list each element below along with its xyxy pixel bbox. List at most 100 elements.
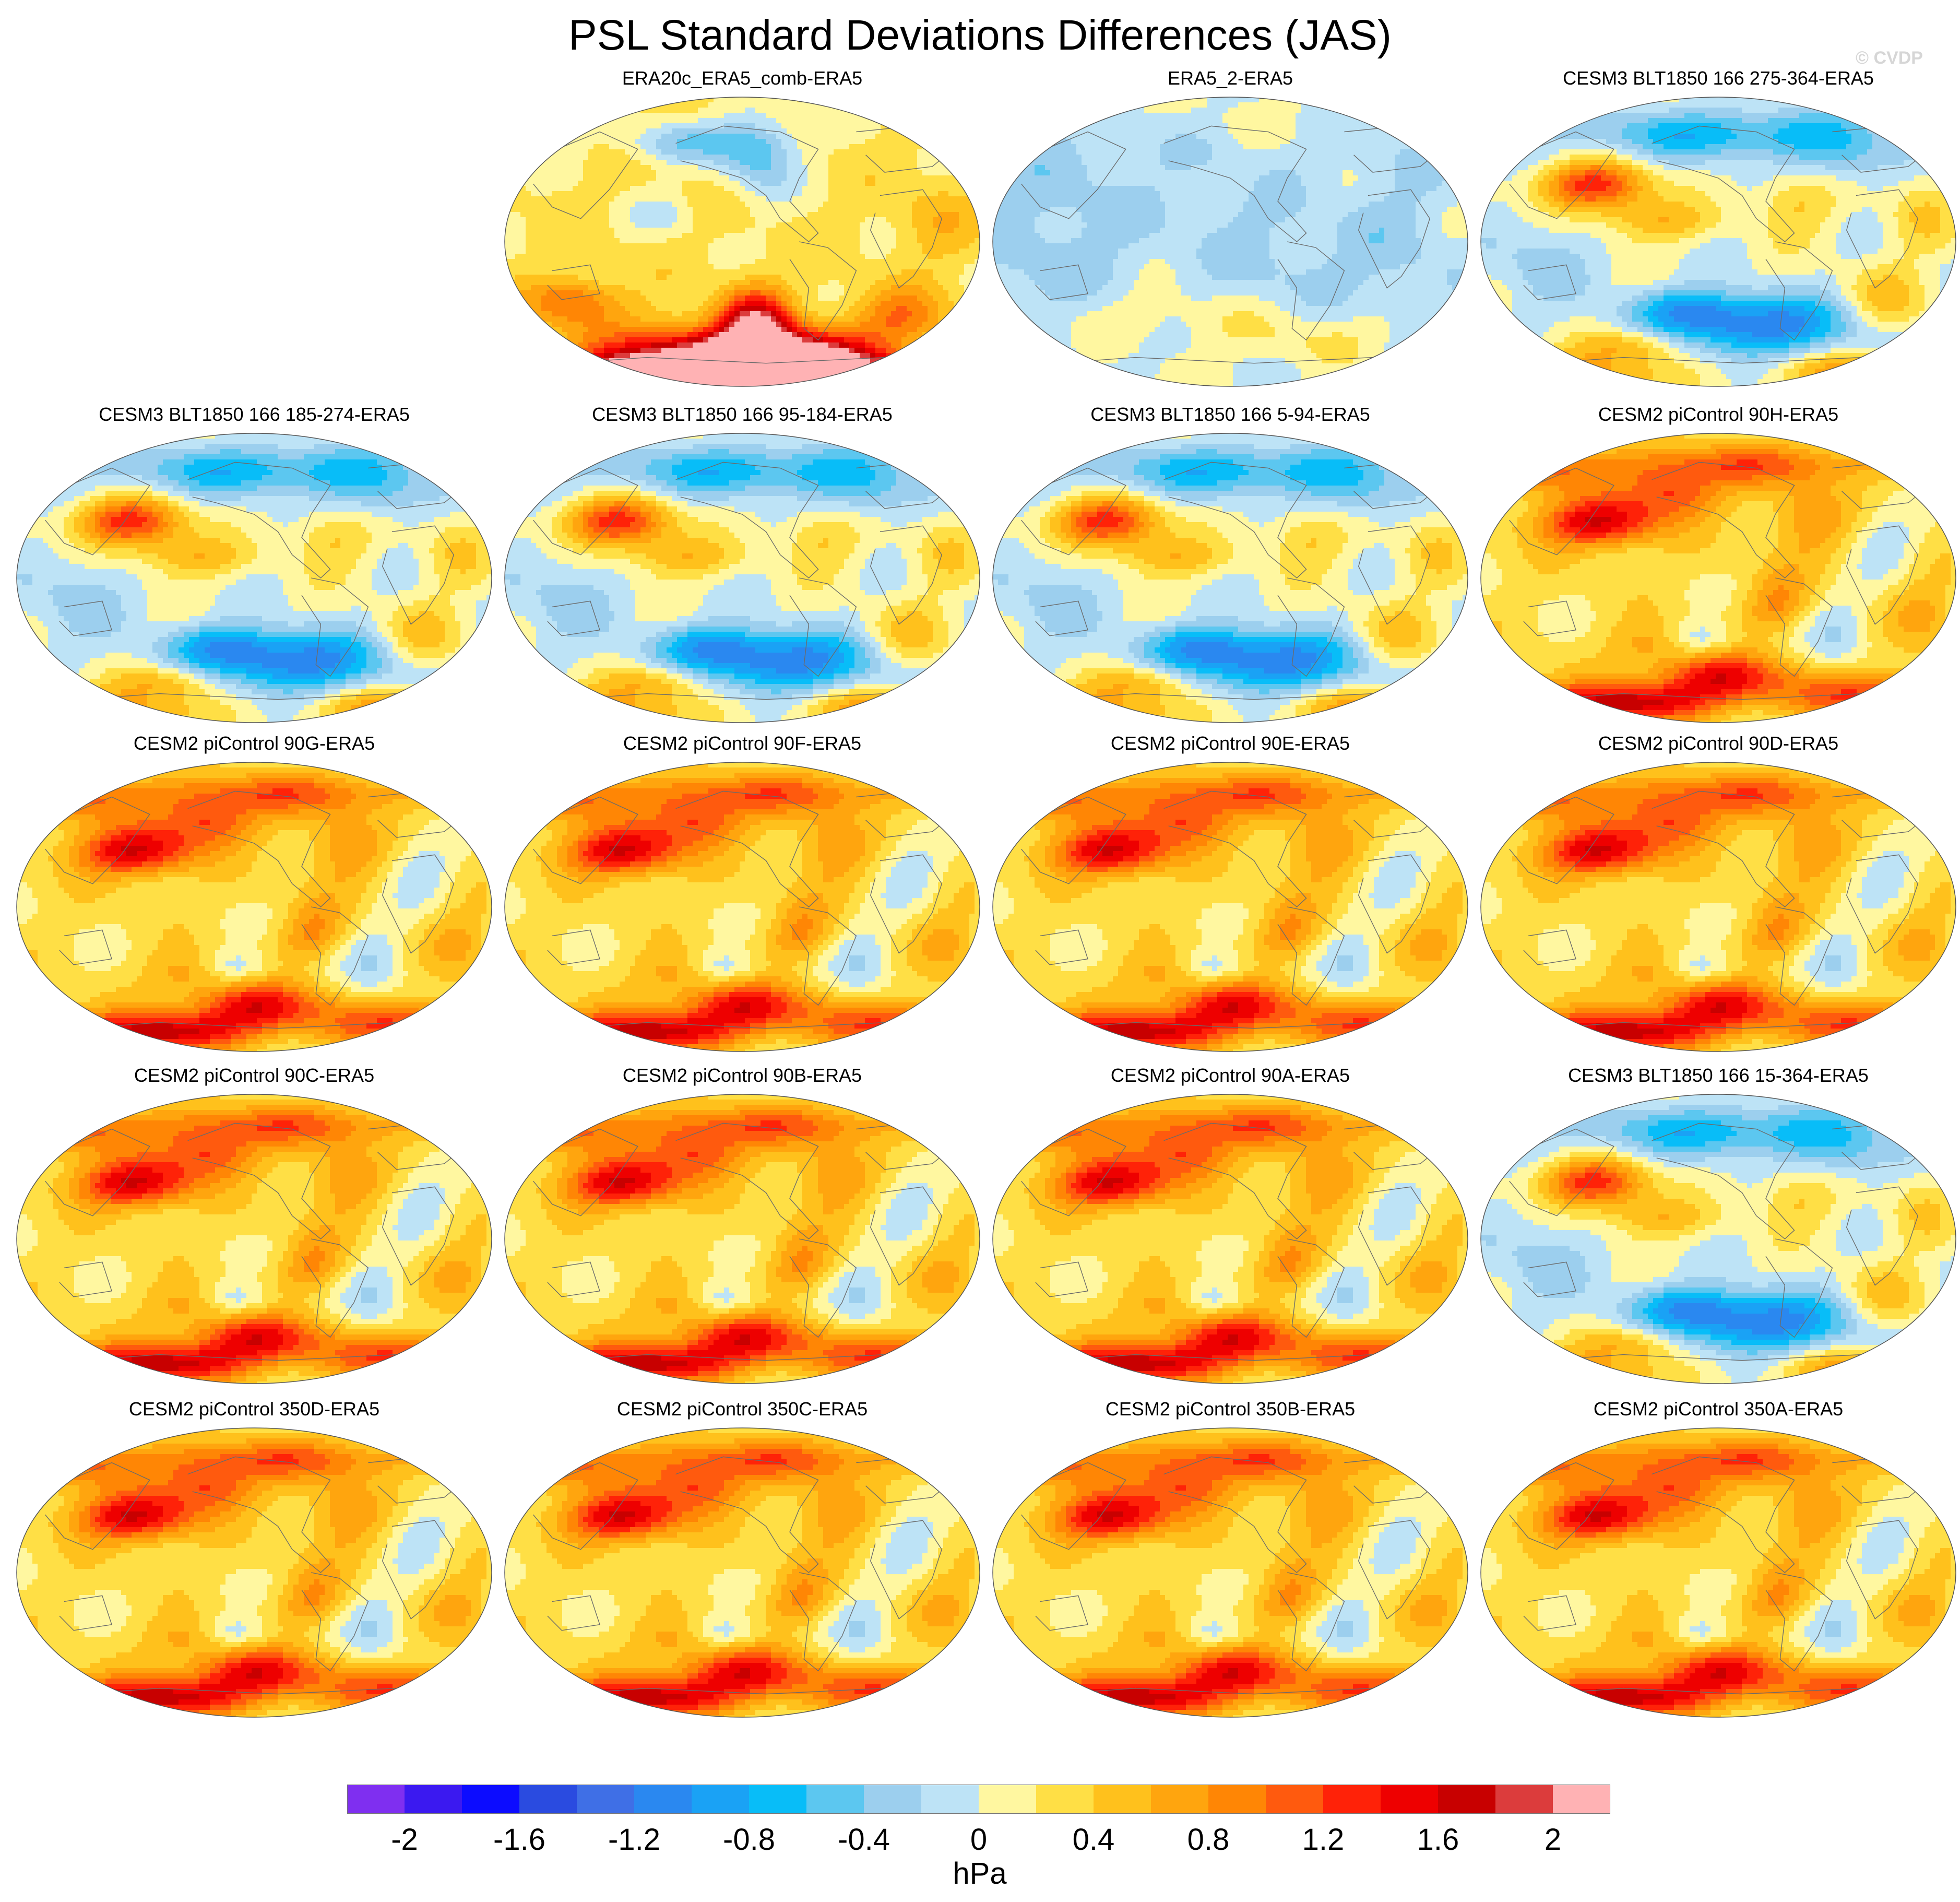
colorbar-swatch <box>1151 1785 1209 1814</box>
map-svg <box>1476 429 1960 727</box>
map-panel: CESM2 piControl 90D-ERA5 <box>1476 732 1960 1061</box>
colorbar-swatch <box>1495 1785 1553 1814</box>
map-svg <box>988 1090 1473 1388</box>
map-svg <box>11 429 497 727</box>
colorbar-swatch <box>749 1785 807 1814</box>
colorbar-tick-label: 1.6 <box>1417 1822 1459 1857</box>
map-panel: CESM3 BLT1850 166 275-364-ERA5 <box>1476 67 1960 396</box>
map-field <box>505 97 980 390</box>
colorbar-swatch <box>1381 1785 1439 1814</box>
panel-title: CESM3 BLT1850 166 185-274-ERA5 <box>11 403 497 426</box>
map-field <box>1481 762 1956 1055</box>
map-svg <box>500 429 985 727</box>
colorbar-swatch <box>462 1785 520 1814</box>
colorbar-tick-label: -2 <box>391 1822 418 1857</box>
chart-title: PSL Standard Deviations Differences (JAS… <box>0 9 1960 62</box>
map-panel: CESM2 piControl 350C-ERA5 <box>500 1398 985 1727</box>
map-panel: ERA20c_ERA5_comb-ERA5 <box>500 67 985 396</box>
colorbar-swatch <box>577 1785 635 1814</box>
map-svg <box>1476 93 1960 391</box>
map-svg <box>500 758 985 1056</box>
map-svg <box>500 1090 985 1388</box>
panel-title: CESM2 piControl 90D-ERA5 <box>1476 732 1960 755</box>
colorbar-swatch <box>1438 1785 1496 1814</box>
map-panel: CESM3 BLT1850 166 185-274-ERA5 <box>11 403 497 732</box>
map-field <box>505 1094 980 1387</box>
colorbar-tick-label: 0.4 <box>1073 1822 1115 1857</box>
colorbar-tick-label: -0.4 <box>838 1822 890 1857</box>
panel-title: CESM3 BLT1850 166 5-94-ERA5 <box>988 403 1473 426</box>
map-panel: CESM2 piControl 90G-ERA5 <box>11 732 497 1061</box>
colorbar-swatch <box>806 1785 864 1814</box>
colorbar-swatch <box>1094 1785 1151 1814</box>
map-svg <box>988 429 1473 727</box>
map-field <box>993 1428 1468 1721</box>
panel-title: CESM3 BLT1850 166 15-364-ERA5 <box>1476 1064 1960 1087</box>
map-field <box>505 762 980 1055</box>
map-panel: ERA5_2-ERA5 <box>988 67 1473 396</box>
map-svg <box>500 1424 985 1721</box>
map-field <box>505 433 980 726</box>
map-field <box>993 97 1468 390</box>
panel-title: CESM2 piControl 90C-ERA5 <box>11 1064 497 1087</box>
map-panel: CESM2 piControl 90B-ERA5 <box>500 1064 985 1393</box>
panel-title: CESM2 piControl 350C-ERA5 <box>500 1398 985 1421</box>
panel-title: CESM2 piControl 90G-ERA5 <box>11 732 497 755</box>
colorbar-swatch <box>347 1785 405 1814</box>
panel-title: CESM2 piControl 350D-ERA5 <box>11 1398 497 1421</box>
map-field <box>993 433 1468 726</box>
map-svg <box>988 758 1473 1056</box>
colorbar-swatch <box>1266 1785 1324 1814</box>
map-panel: CESM2 piControl 90F-ERA5 <box>500 732 985 1061</box>
map-panel: CESM2 piControl 90H-ERA5 <box>1476 403 1960 732</box>
panel-title: ERA5_2-ERA5 <box>988 67 1473 90</box>
panel-title: CESM3 BLT1850 166 275-364-ERA5 <box>1476 67 1960 90</box>
map-svg <box>500 93 985 391</box>
map-field <box>505 1428 980 1721</box>
colorbar-units-label: hPa <box>953 1856 1006 1891</box>
colorbar-tick-label: -1.6 <box>493 1822 545 1857</box>
map-panel: CESM3 BLT1850 166 15-364-ERA5 <box>1476 1064 1960 1393</box>
panel-title: CESM2 piControl 90B-ERA5 <box>500 1064 985 1087</box>
panel-title: CESM2 piControl 90E-ERA5 <box>988 732 1473 755</box>
panel-title: CESM2 piControl 90H-ERA5 <box>1476 403 1960 426</box>
map-panel: CESM2 piControl 90A-ERA5 <box>988 1064 1473 1393</box>
map-panel: CESM3 BLT1850 166 95-184-ERA5 <box>500 403 985 732</box>
map-panel: CESM2 piControl 350A-ERA5 <box>1476 1398 1960 1727</box>
colorbar-tick-label: 0.8 <box>1187 1822 1230 1857</box>
colorbar-tick-label: -0.8 <box>723 1822 775 1857</box>
colorbar-swatch <box>692 1785 750 1814</box>
colorbar-swatch <box>405 1785 462 1814</box>
colorbar-swatch <box>1036 1785 1094 1814</box>
panel-title: CESM2 piControl 90A-ERA5 <box>988 1064 1473 1087</box>
map-field <box>1481 1428 1956 1721</box>
colorbar-swatch <box>634 1785 692 1814</box>
map-field <box>993 762 1468 1055</box>
colorbar-tick-label: 2 <box>1545 1822 1561 1857</box>
colorbar-swatch <box>864 1785 922 1814</box>
map-svg <box>1476 758 1960 1056</box>
map-svg <box>11 1424 497 1721</box>
colorbar-swatch <box>1208 1785 1266 1814</box>
watermark: © CVDP <box>1856 48 1923 68</box>
map-panel: CESM3 BLT1850 166 5-94-ERA5 <box>988 403 1473 732</box>
colorbar-svg <box>347 1785 1610 1814</box>
map-field <box>1481 97 1956 390</box>
colorbar-swatch <box>519 1785 577 1814</box>
map-svg <box>988 1424 1473 1721</box>
panel-title: CESM2 piControl 350A-ERA5 <box>1476 1398 1960 1421</box>
map-field <box>1481 433 1956 726</box>
map-panel: CESM2 piControl 90E-ERA5 <box>988 732 1473 1061</box>
map-svg <box>1476 1424 1960 1721</box>
map-svg <box>1476 1090 1960 1388</box>
map-field <box>17 433 492 726</box>
map-svg <box>988 93 1473 391</box>
map-field <box>17 762 492 1055</box>
map-field <box>17 1094 492 1387</box>
panel-title: CESM2 piControl 90F-ERA5 <box>500 732 985 755</box>
map-svg <box>11 1090 497 1388</box>
colorbar <box>347 1785 1610 1814</box>
colorbar-tick-label: 1.2 <box>1302 1822 1345 1857</box>
map-panel: CESM2 piControl 350D-ERA5 <box>11 1398 497 1727</box>
colorbar-tick-label: -1.2 <box>608 1822 660 1857</box>
